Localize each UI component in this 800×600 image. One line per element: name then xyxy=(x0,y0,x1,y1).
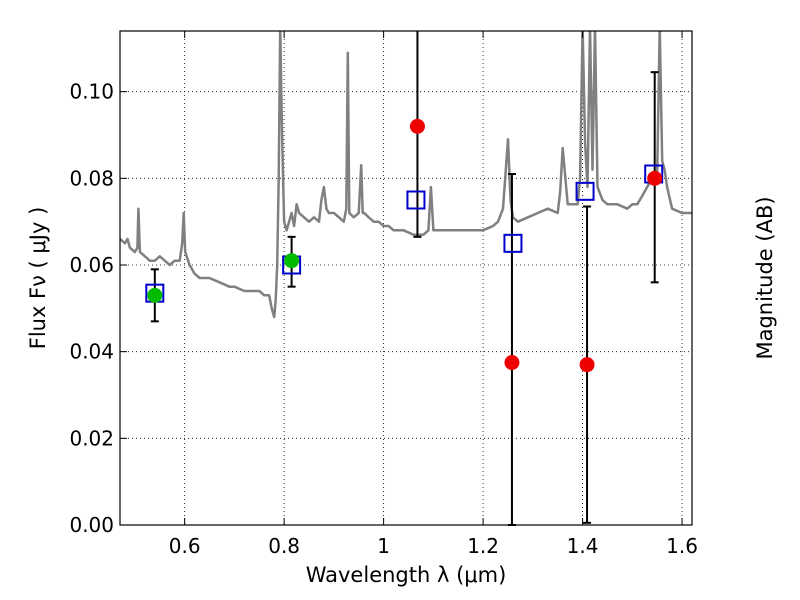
x-tick-label: 1.2 xyxy=(467,534,499,558)
spectrum-layer xyxy=(120,31,692,319)
green-detection-marker xyxy=(284,253,300,269)
y-axis-title-left: Flux Fν ( μJy ) xyxy=(26,207,50,350)
model-square-marker xyxy=(406,190,426,210)
y-tick-label: 0.00 xyxy=(69,513,114,537)
red-measurement-marker xyxy=(409,118,425,134)
y-axis-title-right: Magnitude (AB) xyxy=(753,196,777,359)
y-tick-label: 0.06 xyxy=(69,253,114,277)
model-square-marker xyxy=(503,233,523,253)
tick-layer: 0.6 0.8 1 1.2 1.4 1.6 0.00 0.02 0.04 0.06 0.08 0.10… xyxy=(69,31,698,558)
plot-frame xyxy=(119,30,693,526)
y-tick-label: 0.10 xyxy=(69,80,114,104)
x-tick-label: 0.8 xyxy=(268,534,300,558)
red-measurement-marker xyxy=(579,357,595,373)
x-axis-title: Wavelength λ (μm) xyxy=(306,563,507,587)
y-tick-label: 0.04 xyxy=(69,340,114,364)
x-tick-label: 1.4 xyxy=(567,534,599,558)
red-measurement-marker xyxy=(504,355,520,370)
x-tick-label: 1.6 xyxy=(666,534,698,558)
y-tick-label: 0.02 xyxy=(69,426,114,450)
green-detection-marker xyxy=(147,287,163,303)
marker-layer xyxy=(145,118,664,373)
x-tick-label: 0.6 xyxy=(169,534,201,558)
model-square-marker xyxy=(575,181,595,201)
x-tick-label: 1 xyxy=(377,534,390,558)
spectrum-line xyxy=(120,31,692,319)
y-tick-label: 0.08 xyxy=(69,166,114,190)
red-measurement-marker xyxy=(647,170,663,186)
